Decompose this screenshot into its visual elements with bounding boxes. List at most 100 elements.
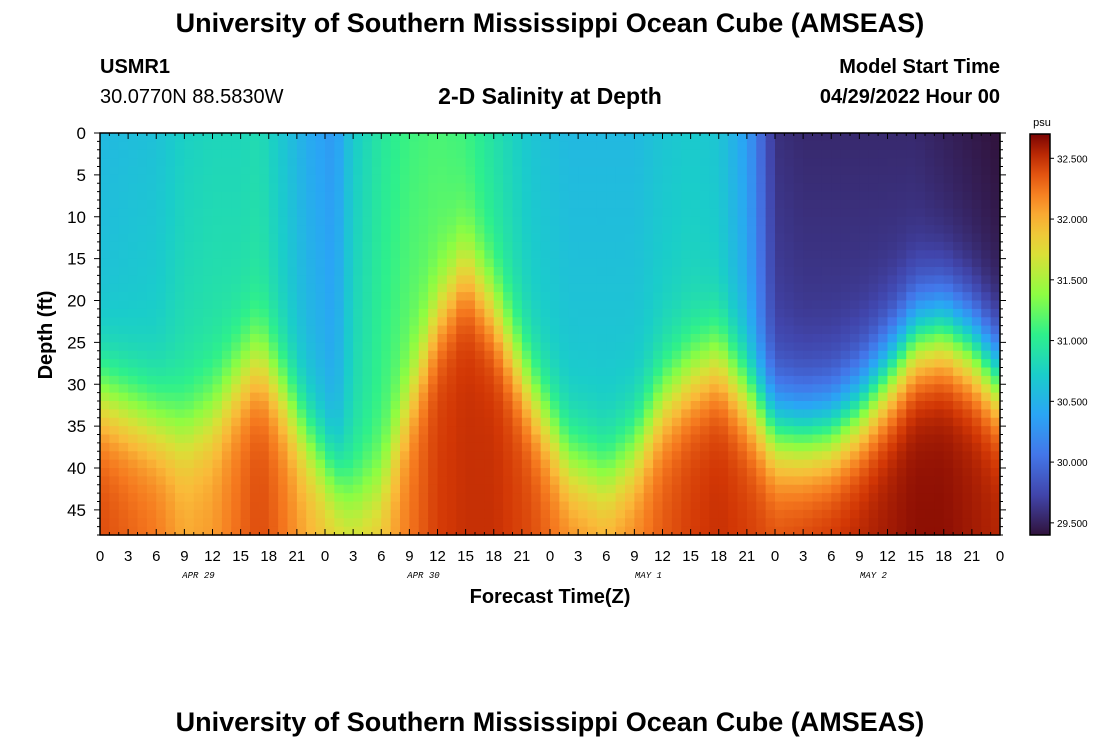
heatmap-cell (315, 451, 326, 461)
heatmap-cell (240, 200, 251, 209)
heatmap-cell (728, 476, 739, 486)
heatmap-cell (934, 283, 945, 293)
heatmap-cell (943, 283, 954, 293)
heatmap-cell (896, 225, 907, 235)
heatmap-cell (662, 141, 673, 151)
heatmap-cell (287, 183, 298, 193)
heatmap-cell (981, 292, 992, 302)
heatmap-cell (953, 350, 964, 360)
heatmap-cell (512, 375, 523, 385)
heatmap-cell (793, 241, 804, 251)
heatmap-cell (550, 417, 560, 427)
heatmap-cell (578, 208, 589, 218)
heatmap-cell (540, 367, 551, 377)
heatmap-cell (493, 459, 504, 469)
heatmap-cell (578, 350, 589, 360)
heatmap-cell (850, 225, 860, 235)
heatmap-cell (231, 459, 242, 469)
heatmap-cell (512, 526, 523, 536)
heatmap-cell (493, 317, 504, 327)
heatmap-cell (334, 300, 345, 310)
heatmap-cell (625, 158, 635, 168)
heatmap-cell (371, 518, 382, 528)
heatmap-cell (521, 283, 532, 293)
heatmap-cell (550, 250, 560, 260)
heatmap-cell (709, 191, 720, 201)
heatmap-cell (746, 200, 757, 209)
heatmap-cell (728, 292, 739, 302)
heatmap-cell (578, 200, 589, 209)
heatmap-cell (587, 267, 598, 276)
heatmap-cell (887, 300, 898, 310)
heatmap-cell (165, 283, 176, 293)
heatmap-cell (606, 367, 617, 377)
heatmap-cell (606, 484, 617, 494)
heatmap-cell (409, 200, 420, 209)
heatmap-cell (156, 317, 167, 327)
heatmap-cell (700, 434, 710, 444)
heatmap-cell (868, 375, 879, 385)
heatmap-cell (165, 308, 176, 318)
heatmap-cell (634, 300, 645, 310)
heatmap-cell (662, 342, 673, 352)
heatmap-cell (231, 225, 242, 235)
heatmap-cell (615, 166, 626, 176)
heatmap-cell (334, 166, 345, 176)
heatmap-cell (662, 216, 673, 226)
heatmap-cell (212, 350, 223, 360)
heatmap-cell (240, 166, 251, 176)
heatmap-cell (634, 484, 645, 494)
heatmap-cell (746, 434, 757, 444)
heatmap-cell (268, 141, 279, 151)
heatmap-cell (100, 451, 110, 461)
heatmap-cell (540, 250, 551, 260)
heatmap-cell (878, 208, 889, 218)
heatmap-cell (521, 225, 532, 235)
heatmap-cell (240, 451, 251, 461)
heatmap-cell (915, 442, 926, 452)
heatmap-cell (840, 442, 851, 452)
heatmap-cell (118, 375, 129, 385)
heatmap-cell (493, 501, 504, 511)
heatmap-cell (540, 509, 551, 519)
heatmap-cell (662, 518, 673, 528)
heatmap-cell (578, 426, 589, 436)
heatmap-cell (184, 300, 195, 310)
heatmap-cell (390, 518, 401, 528)
heatmap-cell (268, 359, 279, 369)
heatmap-cell (906, 208, 917, 218)
heatmap-cell (268, 158, 279, 168)
heatmap-cell (653, 509, 664, 519)
heatmap-cell (156, 526, 167, 536)
heatmap-cell (775, 308, 785, 318)
heatmap-cell (512, 434, 523, 444)
heatmap-cell (325, 225, 335, 235)
heatmap-cell (521, 442, 532, 452)
heatmap-cell (250, 375, 260, 385)
heatmap-cell (278, 208, 289, 218)
heatmap-cell (493, 292, 504, 302)
heatmap-cell (690, 258, 701, 268)
heatmap-cell (100, 509, 110, 519)
heatmap-cell (718, 334, 729, 343)
heatmap-cell (615, 459, 626, 469)
heatmap-cell (718, 216, 729, 226)
heatmap-cell (118, 384, 129, 394)
heatmap-cell (250, 409, 260, 419)
heatmap-cell (662, 509, 673, 519)
heatmap-cell (418, 359, 429, 369)
heatmap-cell (334, 250, 345, 260)
heatmap-cell (840, 509, 851, 519)
heatmap-cell (568, 208, 579, 218)
heatmap-cell (343, 200, 354, 209)
heatmap-cell (465, 267, 476, 276)
heatmap-cell (690, 518, 701, 528)
heatmap-cell (503, 267, 514, 276)
heatmap-cell (793, 216, 804, 226)
heatmap-cell (175, 468, 185, 477)
heatmap-cell (765, 417, 776, 427)
heatmap-cell (287, 509, 298, 519)
heatmap-cell (137, 518, 148, 528)
heatmap-cell (512, 384, 523, 394)
heatmap-cell (296, 484, 307, 494)
